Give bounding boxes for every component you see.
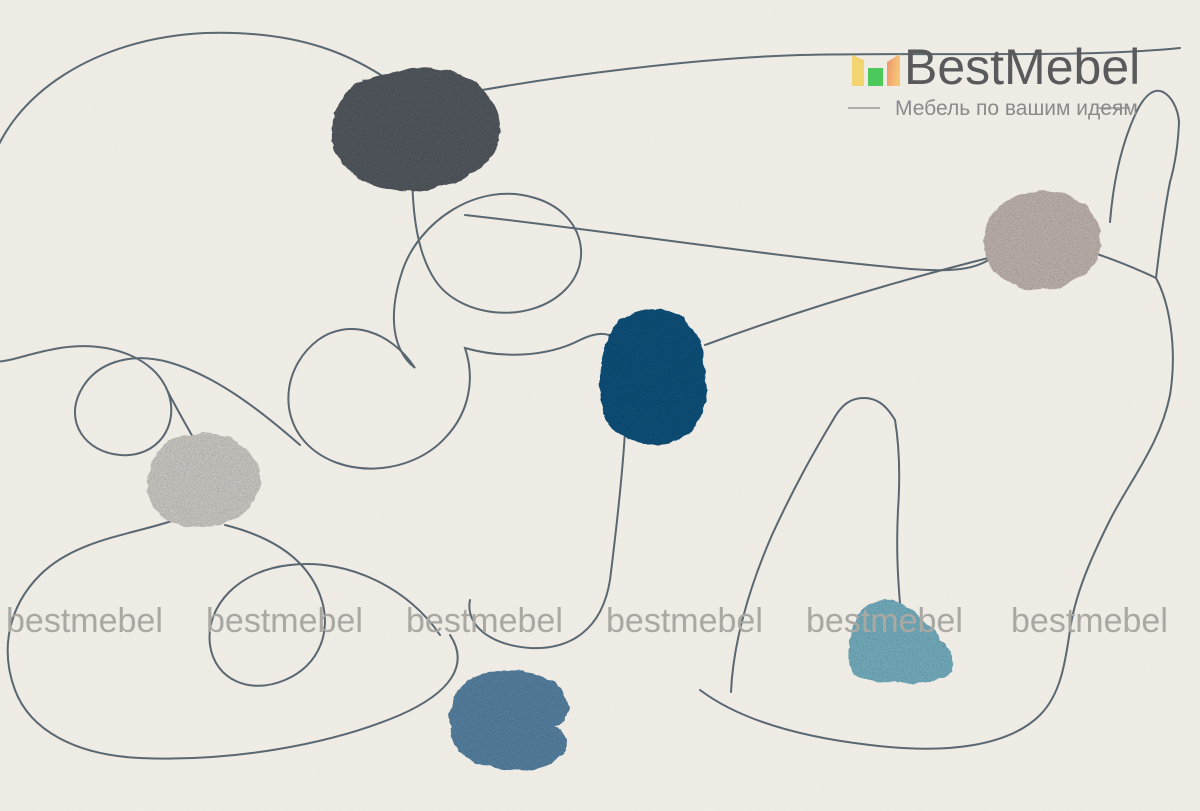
svg-text:bestmebel: bestmebel: [6, 602, 163, 640]
svg-text:bestmebel: bestmebel: [1011, 602, 1168, 640]
svg-text:bestmebel: bestmebel: [806, 602, 963, 640]
svg-text:bestmebel: bestmebel: [206, 602, 363, 640]
svg-text:bestmebel: bestmebel: [406, 602, 563, 640]
svg-text:bestmebel: bestmebel: [606, 602, 763, 640]
svg-text:BestMebel: BestMebel: [904, 39, 1140, 95]
